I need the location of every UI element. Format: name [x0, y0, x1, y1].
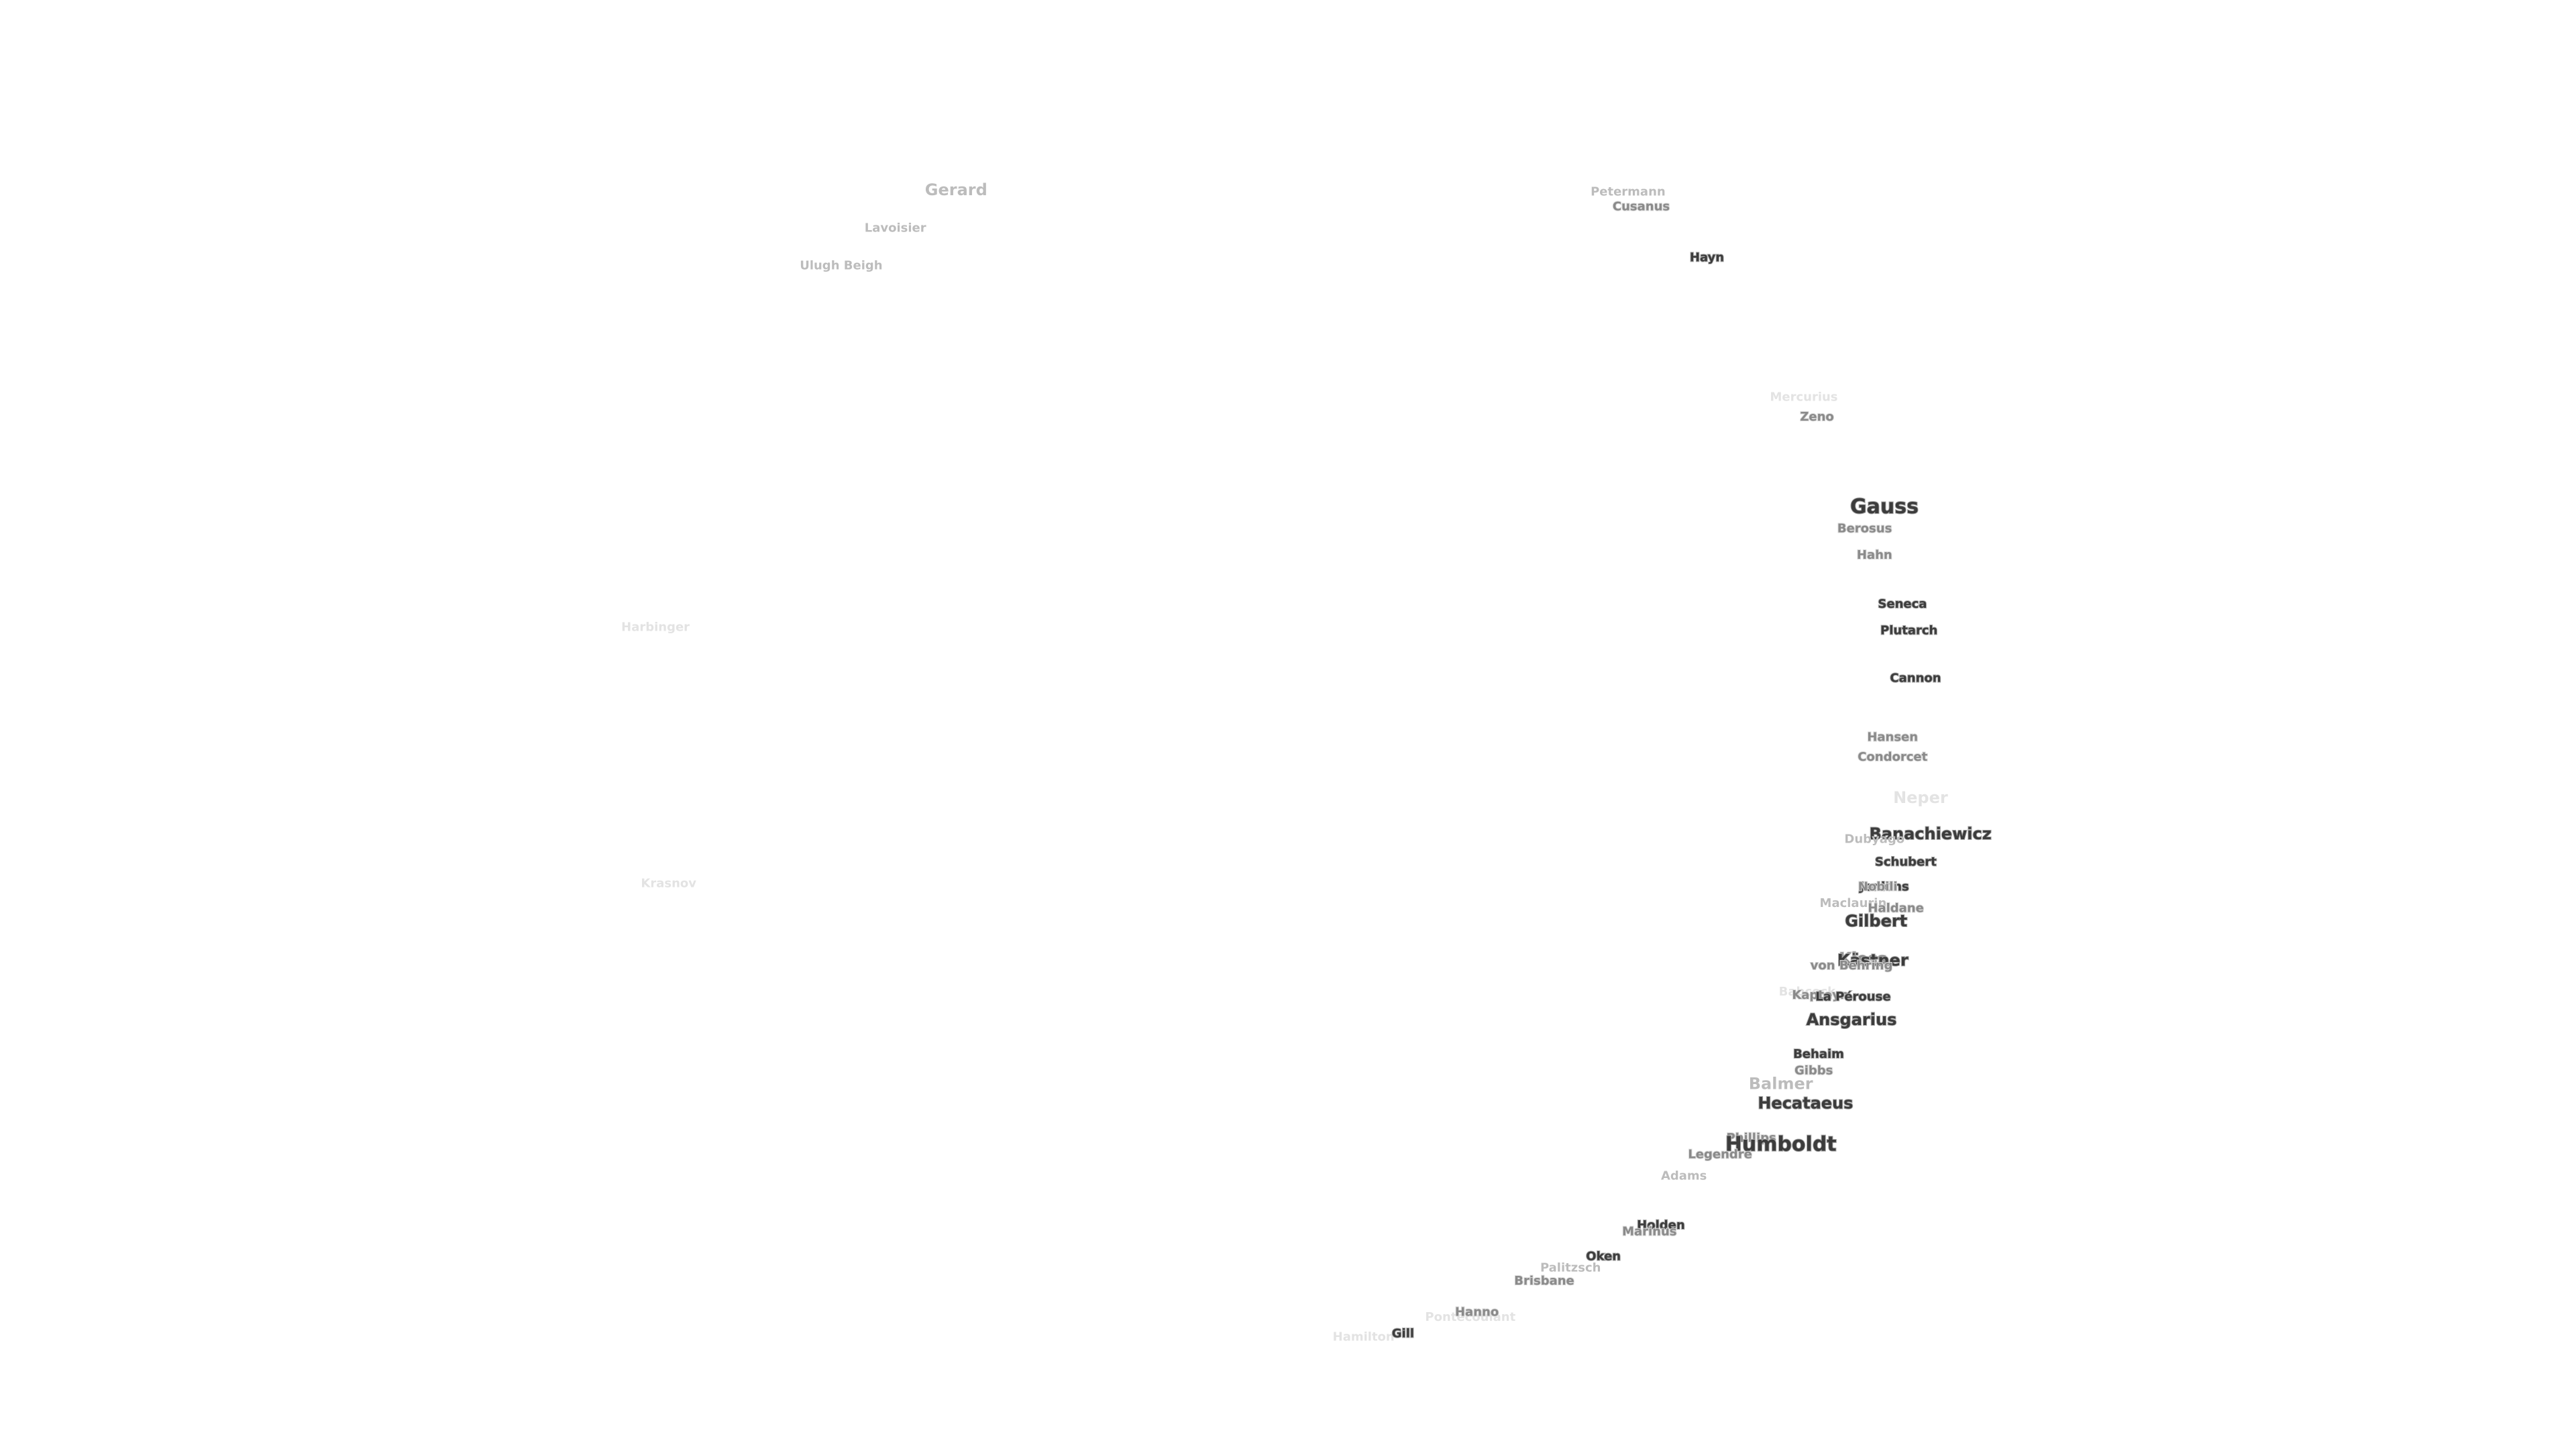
crater-label: Cusanus [1613, 200, 1670, 214]
crater-label: Behaim [1793, 1047, 1844, 1061]
crater-label: Berosus [1837, 522, 1892, 536]
crater-label: Banachiewicz [1870, 824, 1992, 843]
crater-label: Ulugh Beigh [800, 259, 882, 273]
crater-label: Maclaurin [1820, 896, 1887, 910]
crater-label: Holden [1637, 1218, 1685, 1232]
crater-label: Schubert [1875, 855, 1937, 869]
crater-label: Gerard [925, 180, 987, 199]
crater-label: Hayn [1690, 251, 1724, 265]
crater-label: Mercurius [1770, 390, 1837, 405]
crater-label: Hecataeus [1758, 1094, 1853, 1113]
crater-label: Palitzsch [1540, 1261, 1601, 1275]
crater-label: Balmer [1749, 1074, 1813, 1093]
crater-label: Zeno [1800, 410, 1833, 424]
crater-label: Lavoisier [865, 221, 926, 235]
crater-label: Hanno [1455, 1305, 1499, 1320]
crater-label: von Behring [1811, 959, 1893, 973]
crater-label: Harbinger [621, 621, 690, 635]
crater-label: Haldane [1868, 901, 1923, 915]
crater-label: Marinus [1622, 1225, 1676, 1239]
crater-label: Hahn [1857, 548, 1892, 562]
crater-label: Hamilton [1333, 1330, 1395, 1344]
crater-label: Legendre [1688, 1148, 1752, 1162]
crater-label: Krasnov [641, 877, 696, 891]
crater-label: Phillips [1726, 1131, 1776, 1145]
crater-label: Gilbert [1845, 912, 1907, 930]
crater-label: Hansen [1867, 731, 1918, 745]
crater-label: Oken [1586, 1250, 1621, 1264]
crater-label: Pontecoulant [1425, 1310, 1515, 1324]
crater-label: Adams [1661, 1169, 1707, 1183]
crater-label: Gauss [1850, 495, 1919, 519]
crater-label: Ansgarius [1807, 1010, 1897, 1029]
crater-label: Gibbs [1794, 1064, 1833, 1078]
crater-label: Dubyago [1844, 832, 1904, 846]
crater-label: Brisbane [1514, 1274, 1574, 1288]
crater-label: Gill [1392, 1327, 1414, 1341]
crater-label: Kästner [1837, 951, 1909, 970]
crater-label: Babcock [1779, 985, 1836, 999]
crater-label: Seneca [1878, 597, 1927, 611]
crater-label: Humboldt [1725, 1132, 1837, 1156]
crater-label: Petermann [1591, 185, 1666, 199]
crater-label: Kiess [1839, 949, 1887, 968]
crater-label: Cannon [1890, 671, 1941, 685]
crater-label: Condorcet [1858, 750, 1927, 764]
crater-label: La Pérouse [1815, 990, 1890, 1004]
crater-label: Kapteyn [1792, 988, 1848, 1002]
crater-label: Jenkins [1858, 879, 1909, 894]
crater-label: Nobili [1858, 879, 1898, 894]
crater-label: Plutarch [1880, 623, 1937, 637]
crater-label: Neper [1893, 788, 1948, 807]
